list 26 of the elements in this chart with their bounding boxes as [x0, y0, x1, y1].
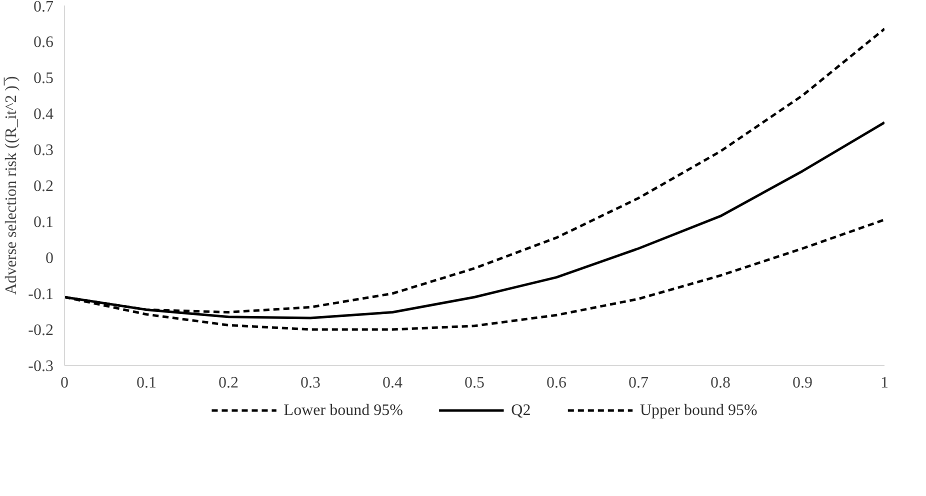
y-tick-label: 0: [46, 250, 54, 267]
y-tick-label: 0.1: [34, 214, 54, 231]
x-tick-label: 0.7: [628, 374, 648, 392]
y-tick-label: 0.5: [34, 70, 54, 87]
y-axis-title: Adverse selection risk ((R_it^2 ) ̅): [3, 76, 20, 295]
x-tick-label: 0.6: [546, 374, 566, 392]
y-tick-label: 0.7: [34, 0, 54, 16]
x-tick-label: 0.1: [136, 374, 156, 392]
x-tick-label: 0.2: [218, 374, 238, 392]
legend-label: Lower bound 95%: [284, 402, 403, 419]
y-tick-label: 0.3: [34, 142, 54, 159]
y-tick-label: 0.4: [34, 106, 54, 123]
y-tick-label: -0.3: [28, 358, 54, 375]
x-tick-label: 0.3: [300, 374, 320, 392]
y-tick-label: 0.2: [34, 178, 54, 195]
x-tick-label: 1: [880, 374, 888, 392]
y-tick-label: 0.6: [34, 34, 54, 51]
x-tick-label: 0.9: [792, 374, 812, 392]
x-tick-label: 0.4: [382, 374, 402, 392]
y-tick-label: -0.1: [28, 286, 54, 303]
x-tick-label: 0.8: [710, 374, 730, 392]
x-tick-label: 0.5: [464, 374, 484, 392]
legend-label: Upper bound 95%: [640, 402, 758, 419]
y-tick-label: -0.2: [28, 322, 54, 339]
x-tick-label: 0: [60, 374, 68, 392]
legend-label: Q2: [511, 402, 531, 419]
